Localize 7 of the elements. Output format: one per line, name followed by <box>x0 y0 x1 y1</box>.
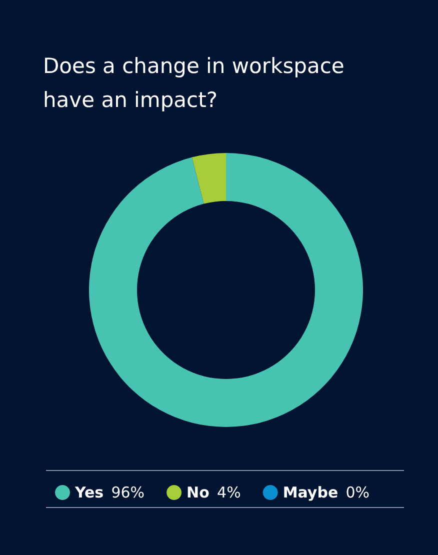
legend-label: Yes <box>74 484 104 502</box>
legend-label: No <box>186 484 210 502</box>
data-label: 96% <box>111 484 145 502</box>
data-label: 4% <box>217 484 241 502</box>
legend-label: Maybe <box>282 484 338 502</box>
chart-title: Does a change in workspace have an impact? <box>43 54 351 112</box>
text: 0% <box>346 484 370 502</box>
